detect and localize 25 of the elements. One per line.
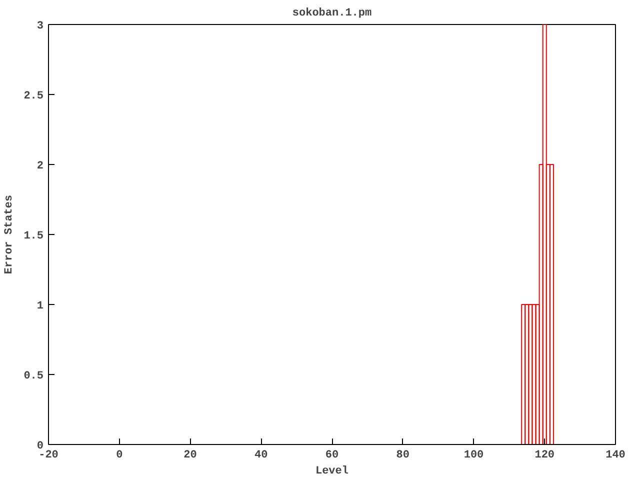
- x-tick-label: 0: [116, 450, 123, 462]
- y-tick-label: 3: [36, 20, 44, 32]
- x-tick-label: 20: [184, 450, 197, 462]
- bar: [542, 24, 547, 444]
- y-tick-label: 1: [36, 300, 44, 312]
- bar: [532, 304, 536, 444]
- bar: [521, 304, 526, 444]
- bar: [524, 304, 530, 444]
- x-tick-label: 80: [396, 450, 410, 462]
- x-tick-label: 60: [325, 450, 339, 462]
- chart-title: sokoban.1.pm: [292, 8, 372, 20]
- x-tick-label: -20: [38, 450, 58, 462]
- x-axis-title: Level: [315, 466, 349, 478]
- bar: [528, 304, 533, 444]
- y-tick-label: 2: [36, 160, 44, 172]
- y-tick-label: 1.5: [24, 230, 44, 242]
- x-tick-label: 100: [464, 450, 484, 462]
- y-tick-label: 0: [36, 440, 44, 452]
- x-tick-label: 140: [606, 450, 626, 462]
- y-tick-label: 0.5: [24, 370, 44, 382]
- x-tick-label: 40: [254, 450, 268, 462]
- bar: [549, 164, 554, 444]
- y-axis-title: Error States: [4, 194, 16, 274]
- x-tick-label: 120: [534, 450, 555, 462]
- y-tick-label: 2.5: [24, 90, 44, 102]
